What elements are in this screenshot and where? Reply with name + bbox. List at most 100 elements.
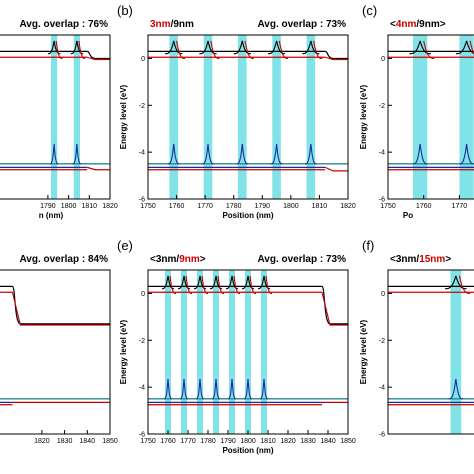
well-band-0 — [169, 35, 178, 199]
x-tick-label: 1800 — [240, 438, 256, 445]
cb-peak-1 — [70, 40, 78, 55]
y-axis-label: Energy level (eV) — [359, 319, 368, 384]
well-band-6 — [261, 270, 267, 434]
x-axis-label: Position (nm) — [222, 446, 273, 455]
cb-peak-3 — [268, 40, 278, 55]
x-tick-label: 1830 — [57, 438, 73, 445]
x-tick-label: 1770 — [180, 438, 196, 445]
x-tick-label: 1780 — [226, 203, 242, 210]
vb-peak-1 — [459, 143, 468, 165]
vb-peak-6 — [259, 378, 265, 400]
cb-peak-tail-1 — [207, 40, 217, 55]
title-segment: <3nm/ — [390, 254, 419, 265]
cb-peak-tail-3 — [215, 275, 222, 290]
cb-peak-tail-4 — [231, 275, 238, 290]
cb-red-tail — [321, 292, 348, 326]
y-tick-label: -4 — [139, 385, 145, 392]
title-segment: 15nm — [419, 254, 445, 265]
vb-peak-tail-0 — [167, 378, 173, 400]
cb-peak-1 — [199, 40, 209, 55]
plot-frame — [0, 34, 111, 200]
title-segment: 3nm — [150, 19, 171, 30]
cb-peak-0 — [165, 40, 175, 55]
cb-peak-tail-6 — [263, 275, 270, 290]
cb-tail — [324, 50, 348, 60]
well-band-2 — [197, 270, 203, 434]
cb-peak-0 — [47, 40, 55, 55]
vb-peak-tail-4 — [231, 378, 237, 400]
panel-label: (c) — [362, 3, 377, 18]
panel-title-overlap: Avg. overlap : 73% — [257, 19, 346, 30]
vb-peak-1 — [202, 143, 209, 165]
cb-peak-2 — [194, 275, 201, 290]
vb-peak-tail-0 — [53, 143, 59, 165]
plot-area — [388, 270, 474, 434]
cb-red-tail — [11, 292, 110, 326]
y-tick-label: -6 — [139, 197, 145, 204]
panel-title-layers: <4nm/9nm> — [390, 19, 446, 30]
x-tick-label: 1760 — [169, 203, 185, 210]
cb-peak-1 — [455, 40, 468, 55]
x-axis-label: Position (nm) — [222, 211, 273, 220]
x-tick-label: 1790 — [40, 203, 56, 210]
panel-title-layers: <3nm/9nm> — [150, 254, 206, 265]
panel-3: 1820 1830 1840 1850 Avg. overlap : 84% — [0, 254, 118, 445]
cb-red-peak-6 — [265, 275, 272, 294]
panel-0: 1790 1800 1810 1820 n (nm) Avg. overlap : 76% — [0, 19, 118, 220]
y-tick-label: 0 — [381, 291, 385, 298]
x-tick-label: 1750 — [140, 203, 156, 210]
vb-peak-tail-1 — [76, 143, 82, 165]
well-band-1 — [73, 35, 80, 199]
x-tick-label: 1760 — [160, 438, 176, 445]
vb-peak-1 — [72, 143, 78, 165]
panel-title-overlap: Avg. overlap : 84% — [19, 254, 108, 265]
vb-red-tail — [87, 166, 110, 171]
x-tick-label: 1840 — [80, 438, 96, 445]
cb-tail — [87, 50, 110, 60]
y-tick-label: 0 — [381, 56, 385, 63]
x-tick-label: 1780 — [200, 438, 216, 445]
cb-tail — [321, 285, 348, 325]
y-tick-label: -6 — [379, 432, 385, 439]
title-segment: 9nm — [179, 254, 200, 265]
cb-red-peak-0 — [458, 275, 471, 294]
y-tick-label: 0 — [141, 56, 145, 63]
x-axis-label: n (nm) — [39, 211, 64, 220]
cb-red-peak-2 — [244, 40, 254, 59]
plot-area — [148, 35, 348, 199]
vb-peak-tail-2 — [241, 143, 249, 165]
title-segment: /9nm> — [416, 19, 445, 30]
cb-peak-tail-3 — [276, 40, 286, 55]
y-axis-label: Energy level (eV) — [359, 84, 368, 149]
cb-red-peak-0 — [169, 275, 176, 294]
vb-peak-3 — [211, 378, 217, 400]
vb-peak-4 — [304, 143, 312, 165]
vb-peak-tail-6 — [263, 378, 269, 400]
y-tick-label: -4 — [379, 150, 385, 157]
panel-title-layers: 3nm/9nm — [150, 19, 194, 30]
cb-peak-tail-1 — [183, 275, 190, 290]
vb-peak-tail-4 — [310, 143, 317, 165]
cb-peak-3 — [210, 275, 217, 290]
x-tick-label: 1820 — [102, 203, 118, 210]
vb-peak-2 — [195, 378, 201, 400]
cb-peak-tail-2 — [199, 275, 206, 290]
vb-peak-0 — [167, 143, 175, 165]
cb-peak-4 — [302, 40, 312, 55]
well-band-1 — [181, 270, 187, 434]
x-tick-label: 1820 — [280, 438, 296, 445]
well-band-0 — [450, 270, 462, 434]
vb-peak-2 — [236, 143, 243, 165]
cb-peak-tail-2 — [241, 40, 251, 55]
y-tick-label: -2 — [139, 338, 145, 345]
vb-peak-1 — [179, 378, 185, 400]
y-tick-label: -4 — [139, 150, 145, 157]
vb-peak-tail-0 — [419, 143, 428, 165]
panel-title-overlap: Avg. overlap : 76% — [19, 19, 108, 30]
x-tick-label: 1790 — [220, 438, 236, 445]
cb-red-peak-3 — [278, 40, 288, 59]
well-band-1 — [203, 35, 213, 199]
x-axis-label: Po — [403, 211, 413, 220]
